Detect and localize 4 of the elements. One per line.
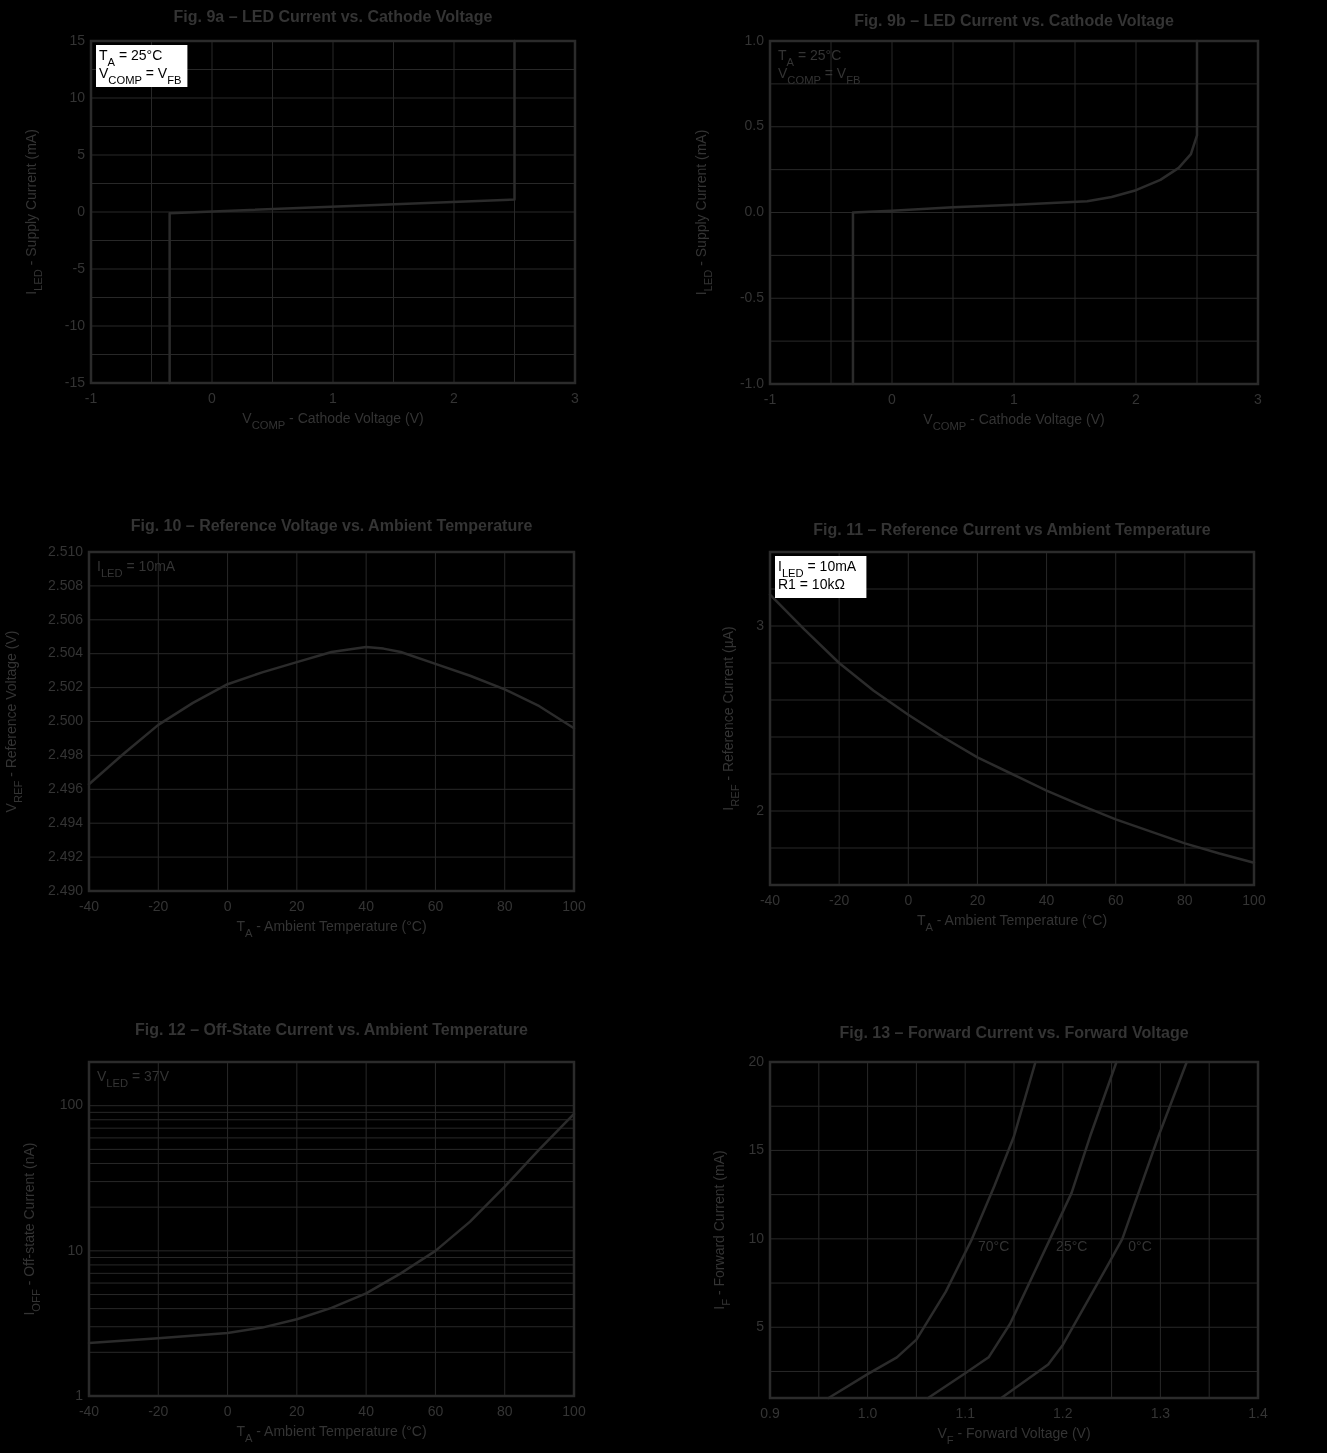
annotation: V$_{COMP}$ = V$_{FB}$ bbox=[99, 65, 182, 86]
annotation: R1 = 10kΩ bbox=[778, 576, 845, 592]
annotation: T$_{A}$ = 25°C bbox=[99, 47, 163, 68]
annotation: I$_{LED}$ = 10mA bbox=[778, 558, 857, 579]
